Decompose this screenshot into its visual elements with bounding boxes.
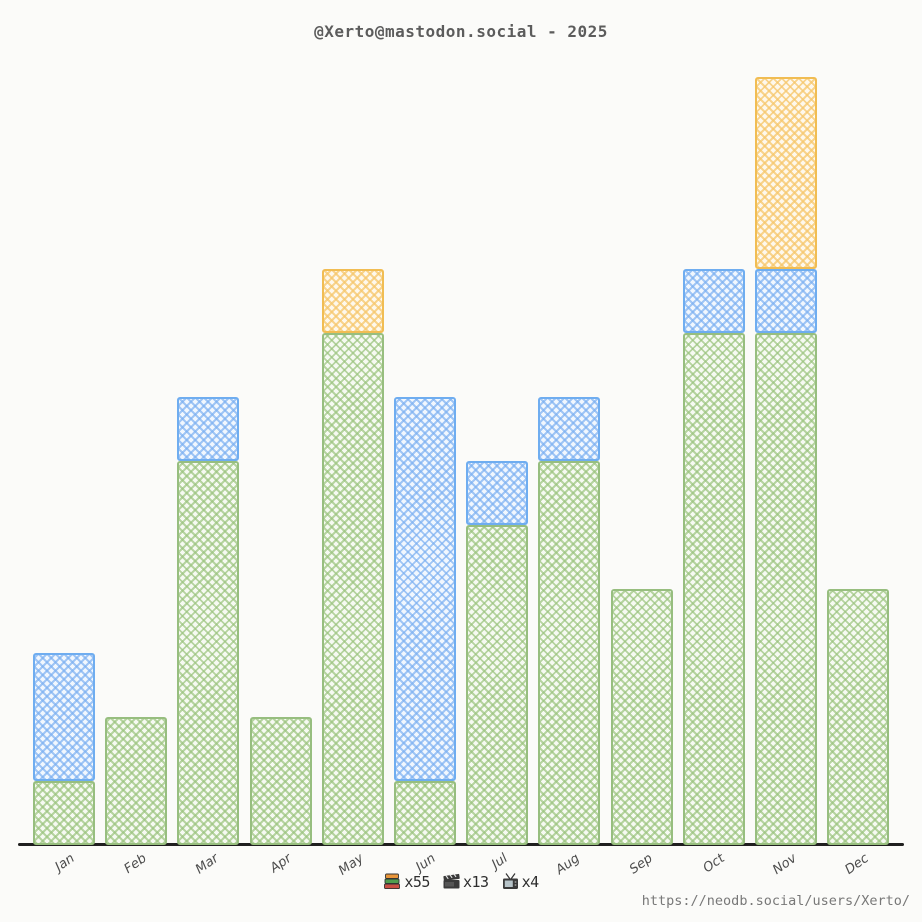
legend-count-books: x55 — [404, 872, 430, 891]
profile-url: https://neodb.social/users/Xerto/ — [641, 893, 910, 909]
bar-segment-books-jul — [466, 525, 529, 845]
bar-segment-movies-jul — [466, 461, 529, 525]
bar-segment-movies-oct — [682, 269, 745, 333]
bar-segment-movies-jan — [33, 653, 95, 781]
movie-icon — [442, 872, 461, 891]
bar-segment-books-jun — [394, 781, 456, 845]
bar-segment-movies-jun — [394, 397, 456, 781]
legend-item-movies: x13 — [442, 872, 489, 891]
legend-item-tv: x4 — [501, 872, 539, 891]
bar-segment-books-oct — [682, 333, 745, 845]
bar-segment-books-may — [321, 333, 384, 845]
bar-segment-tv-nov — [755, 77, 817, 269]
bar-segment-movies-nov — [755, 269, 817, 333]
tv-icon — [501, 872, 520, 891]
bar-segment-tv-may — [321, 269, 384, 333]
bar-segment-books-mar — [177, 461, 240, 845]
bar-segment-books-jan — [33, 781, 95, 845]
bar-segment-books-feb — [105, 717, 168, 845]
books-icon — [383, 872, 402, 891]
legend-count-movies: x13 — [462, 872, 489, 891]
bar-segment-books-aug — [538, 461, 601, 845]
bar-segment-books-dec — [827, 589, 890, 845]
bar-segment-movies-aug — [538, 397, 601, 461]
bar-segment-books-nov — [755, 333, 817, 845]
bar-segment-books-apr — [249, 717, 312, 845]
legend: x55 x13 — [0, 872, 922, 891]
legend-item-books: x55 — [383, 872, 430, 891]
bar-segment-books-sep — [610, 589, 673, 845]
bar-segment-movies-mar — [177, 397, 240, 461]
chart-title: @Xerto@mastodon.social - 2025 — [314, 22, 608, 41]
x-axis-line — [18, 843, 904, 846]
legend-count-tv: x4 — [521, 872, 540, 891]
